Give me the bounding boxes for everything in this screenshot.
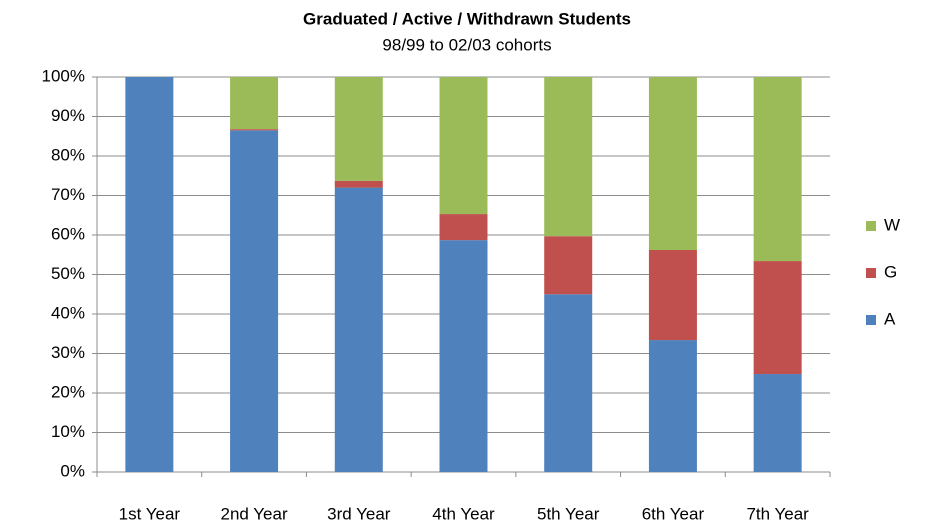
legend-swatch: [866, 315, 876, 325]
bar-segment: [334, 77, 383, 181]
x-tick-label: 7th Year: [746, 504, 809, 523]
bar-segment: [439, 214, 488, 241]
y-tick-label: 30%: [51, 343, 85, 362]
bar-segment: [439, 240, 488, 472]
y-tick-label: 20%: [51, 382, 85, 401]
x-tick-label: 1st Year: [119, 504, 181, 523]
bar-segment: [544, 77, 593, 237]
legend-swatch: [866, 221, 876, 231]
x-tick-label: 3rd Year: [327, 504, 391, 523]
bar-segment: [753, 261, 802, 375]
x-tick-label: 5th Year: [537, 504, 600, 523]
bar-segment: [648, 77, 697, 251]
y-tick-label: 70%: [51, 185, 85, 204]
y-tick-label: 90%: [51, 106, 85, 125]
legend-label: A: [884, 309, 896, 328]
bar-segment: [125, 77, 174, 472]
chart-title: Graduated / Active / Withdrawn Students: [303, 9, 631, 28]
bar-segment: [544, 236, 593, 295]
bar-segment: [334, 180, 383, 188]
y-tick-label: 50%: [51, 264, 85, 283]
bar-segment: [753, 374, 802, 472]
bar-segment: [544, 294, 593, 472]
bar-segment: [230, 130, 279, 472]
legend-swatch: [866, 268, 876, 278]
bar-segment: [230, 129, 279, 131]
bar-segment: [439, 77, 488, 215]
x-tick-label: 6th Year: [642, 504, 705, 523]
bar-segment: [648, 340, 697, 472]
y-tick-label: 0%: [60, 461, 85, 480]
bar-segment: [230, 77, 279, 130]
legend-label: W: [884, 215, 900, 234]
y-tick-label: 100%: [42, 66, 85, 85]
x-tick-label: 2nd Year: [221, 504, 288, 523]
chart-subtitle: 98/99 to 02/03 cohorts: [382, 35, 551, 54]
y-tick-label: 80%: [51, 145, 85, 164]
bar-segment: [648, 250, 697, 341]
bar-segment: [753, 77, 802, 262]
y-tick-label: 40%: [51, 303, 85, 322]
y-tick-label: 60%: [51, 224, 85, 243]
legend-label: G: [884, 262, 897, 281]
bar-segment: [334, 187, 383, 472]
y-tick-label: 10%: [51, 422, 85, 441]
x-tick-label: 4th Year: [432, 504, 495, 523]
